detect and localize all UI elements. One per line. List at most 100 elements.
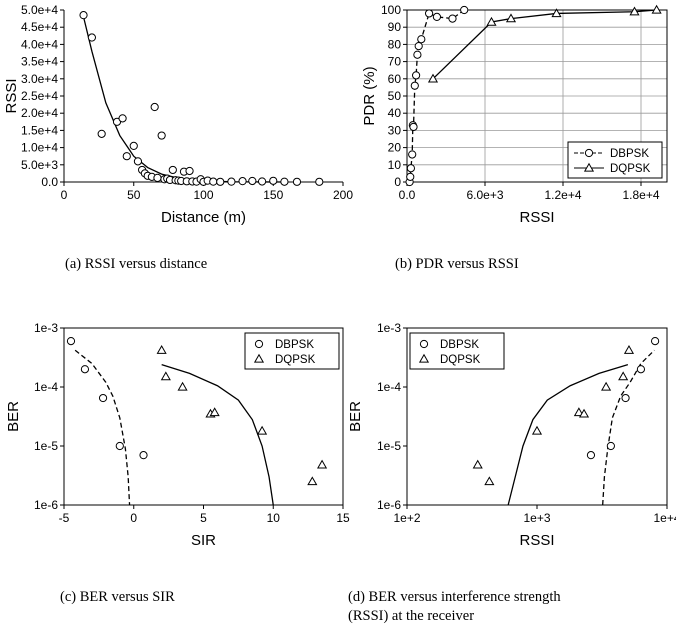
- series-point-dbpsk: [460, 5, 469, 15]
- series-point-dqpsk: [317, 459, 328, 469]
- y-axis-label: RSSI: [3, 78, 20, 113]
- y-tick-label: 1e-3: [34, 321, 58, 335]
- data-point: [248, 176, 257, 186]
- y-tick-label: 100: [381, 3, 401, 17]
- data-point: [97, 129, 106, 138]
- fit-curve-dqpsk: [161, 363, 274, 506]
- series-point-dbpsk: [621, 393, 630, 403]
- x-tick-label: 15: [336, 511, 350, 525]
- panel-b-pdr-vs-rssi: 0 10 20 30 40 50 60 70 80 90 100 0.0 6.0e+3 1.2e+4 1.8…: [361, 3, 668, 226]
- legend-box: [409, 332, 505, 370]
- series-point-dbpsk: [636, 365, 646, 374]
- data-point: [157, 131, 166, 140]
- y-tick-label: 10: [388, 158, 402, 172]
- x-tick-label: -5: [59, 511, 70, 525]
- legend-label-dbpsk: DBPSK: [440, 339, 479, 351]
- y-tick-label: 1e-6: [377, 498, 401, 512]
- y-tick-label: 3.0e+4: [21, 72, 58, 86]
- y-tick-label: 20: [388, 141, 402, 155]
- data-point: [153, 173, 162, 182]
- series-point-dbpsk: [410, 81, 419, 90]
- series-point-dqpsk: [484, 476, 495, 486]
- series-point-dbpsk: [651, 336, 660, 346]
- series-point-dqpsk: [651, 4, 662, 14]
- series-point-dbpsk: [98, 393, 108, 403]
- caption-b: (b) PDR versus RSSI: [395, 256, 519, 272]
- series-point-dqpsk: [573, 407, 584, 417]
- series-point-dbpsk: [406, 164, 415, 173]
- y-axis-label: BER: [347, 401, 364, 432]
- series-point-dbpsk: [425, 9, 434, 18]
- y-tick-label: 1.5e+4: [21, 123, 58, 137]
- data-point: [315, 177, 324, 186]
- x-tick-label: 0.0: [399, 188, 416, 202]
- series-point-dqpsk: [160, 371, 171, 381]
- caption-d-line1: (d) BER versus interference strength: [348, 589, 561, 605]
- caption-a: (a) RSSI versus distance: [65, 256, 207, 272]
- series-point-dbpsk: [412, 71, 421, 80]
- y-tick-label: 30: [388, 123, 402, 137]
- series-point-dqpsk: [486, 16, 497, 26]
- x-axis-label: Distance (m): [161, 209, 246, 226]
- x-tick-label: 1.2e+4: [544, 188, 581, 202]
- data-point: [87, 33, 97, 42]
- y-tick-label: 1e-6: [34, 498, 58, 512]
- y-tick-label: 70: [388, 55, 402, 69]
- series-point-dqpsk: [257, 425, 268, 435]
- x-tick-label: 1.8e+4: [622, 188, 659, 202]
- y-tick-label: 1e-3: [377, 321, 401, 335]
- series-point-dqpsk: [177, 381, 188, 391]
- y-tick-label: 0.0: [41, 175, 58, 189]
- series-point-dbpsk: [115, 441, 124, 451]
- y-tick-label: 1.0e+4: [21, 141, 58, 155]
- series-point-dbpsk: [448, 14, 457, 23]
- data-point: [79, 11, 88, 20]
- series-point-dqpsk: [623, 345, 635, 354]
- legend-label-dbpsk: DBPSK: [275, 339, 314, 351]
- legend-marker-dqpsk: [418, 353, 430, 363]
- series-point-dqpsk: [578, 408, 590, 418]
- series-point-dbpsk: [408, 150, 417, 159]
- data-point: [133, 157, 143, 166]
- series-point-dqpsk: [551, 8, 562, 18]
- x-tick-label: 0: [130, 511, 137, 525]
- data-point: [292, 177, 302, 186]
- series-point-dbpsk: [66, 336, 76, 346]
- data-point: [129, 141, 138, 150]
- x-tick-label: 100: [193, 188, 213, 202]
- legend-label-dqpsk: DQPSK: [275, 354, 316, 366]
- legend-marker-dbpsk: [419, 339, 429, 349]
- legend-marker-dqpsk: [583, 162, 595, 172]
- panel-a-rssi-vs-distance: 0.0 5.0e+3 1.0e+4 1.5e+4 2.0e+4 2.5e+4 3.0e+4 3…: [3, 3, 353, 226]
- x-axis-label: SIR: [191, 532, 216, 549]
- series-point-dqpsk: [531, 425, 543, 435]
- legend-marker-dqpsk: [253, 353, 265, 363]
- series-point-dqpsk: [209, 407, 220, 417]
- panel-c-ber-vs-sir: 1e-6 1e-5 1e-4 1e-3 -5 0 5 10 15 SIR BER DBPSK DQPSK: [5, 321, 350, 549]
- x-tick-label: 50: [127, 188, 141, 202]
- series-point-dbpsk: [586, 451, 596, 460]
- y-tick-label: 5.0e+3: [21, 158, 58, 172]
- data-point: [168, 165, 177, 175]
- y-tick-label: 2.5e+4: [21, 89, 58, 103]
- data-point: [257, 177, 267, 186]
- x-tick-label: 150: [263, 188, 283, 202]
- y-tick-label: 1e-5: [34, 439, 58, 453]
- series-point-dqpsk: [629, 6, 640, 16]
- y-tick-label: 0: [394, 175, 401, 189]
- series-point-dbpsk: [414, 42, 423, 51]
- data-point: [238, 177, 247, 186]
- series-line-dqpsk: [432, 9, 657, 80]
- series-point-dbpsk: [606, 441, 615, 451]
- data-point: [150, 102, 159, 112]
- y-tick-label: 4.5e+4: [21, 20, 58, 34]
- series-point-dqpsk: [156, 345, 167, 354]
- y-tick-label: 50: [388, 89, 402, 103]
- y-tick-label: 40: [388, 106, 402, 120]
- x-tick-label: 0: [61, 188, 68, 202]
- series-point-dqpsk: [618, 371, 629, 381]
- x-tick-label: 5: [200, 511, 207, 525]
- y-tick-label: 60: [388, 72, 402, 86]
- x-tick-label: 1e+4: [653, 511, 676, 525]
